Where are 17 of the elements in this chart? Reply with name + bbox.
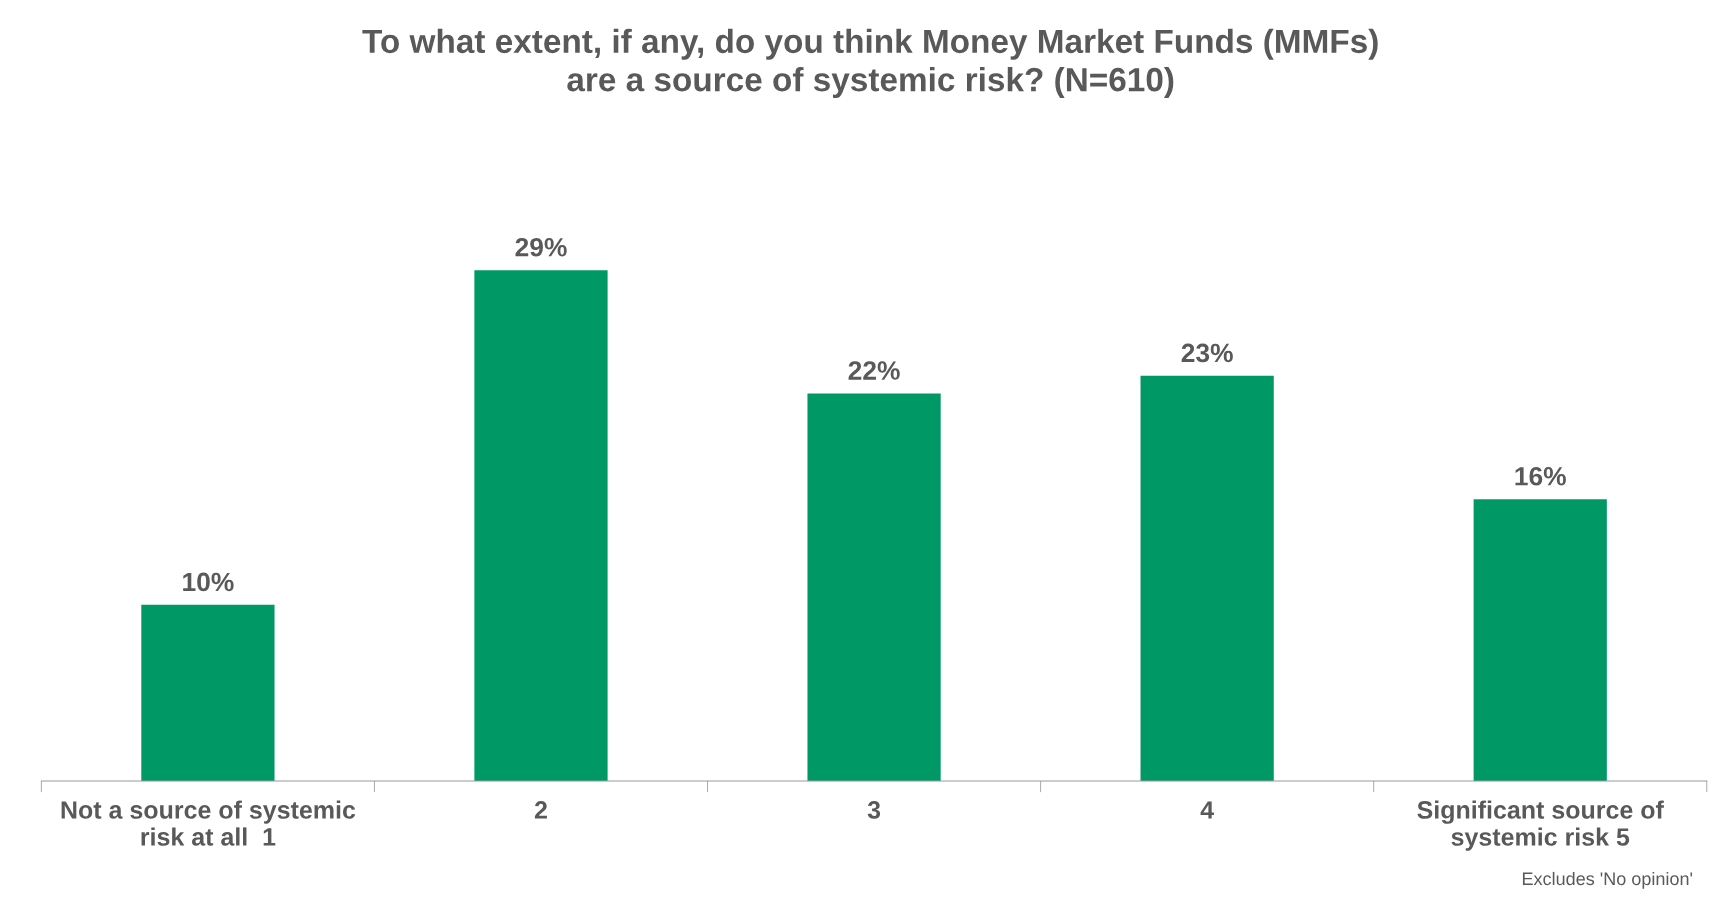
x-tick-label: 3: [867, 801, 881, 819]
data-label: 16%: [1515, 466, 1566, 486]
x-tick-label: 2: [534, 801, 547, 819]
x-tick-label: 4: [1200, 801, 1214, 819]
data-label: 10%: [183, 572, 234, 592]
data-label: 23%: [1181, 343, 1233, 363]
data-label: 22%: [848, 361, 900, 380]
bar: [807, 393, 941, 782]
x-tick-label: Significant source of systemic risk 5: [1417, 800, 1664, 851]
data-label: 29%: [515, 237, 567, 257]
x-tick-label: Not a source of systemic risk at all 1: [61, 800, 356, 846]
chart-title: To what extent, if any, do you think Money Market Funds (MMFs) are a source of systemic risk? (N=610): [362, 28, 1378, 99]
bar: [141, 604, 275, 782]
bar: [1473, 499, 1607, 782]
text: Excludes 'No opinion': [1522, 871, 1693, 889]
bar: [1140, 375, 1274, 782]
bar: [474, 270, 608, 782]
